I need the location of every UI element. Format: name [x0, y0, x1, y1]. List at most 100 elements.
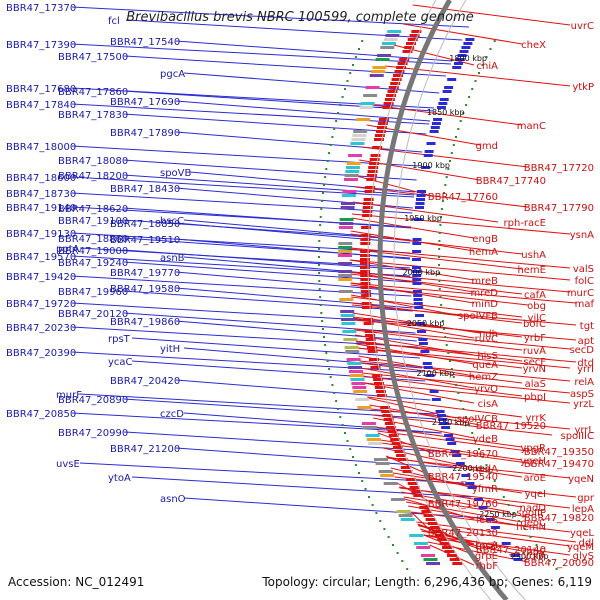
right-gene-label: uvrC [571, 21, 594, 32]
right-gene-label: BBR47_20140 [476, 545, 546, 556]
forward-gene-block [411, 30, 422, 33]
left-connector [175, 238, 411, 260]
tick-dot [443, 328, 445, 330]
forward-gene-block [361, 226, 372, 229]
reverse-gene-block [414, 306, 424, 309]
forward-gene-block [363, 318, 374, 321]
right-gene-label: ydeB [473, 434, 498, 445]
tick-dot [322, 328, 324, 330]
tick-dot [319, 296, 322, 298]
right-gene-label: deoC [520, 518, 546, 529]
forward-gene-block [360, 278, 371, 281]
right-connector [386, 457, 571, 479]
left-gene-label: BBR47_18600 [6, 173, 76, 184]
tick-dot [321, 320, 324, 322]
right-connector [350, 271, 571, 293]
reverse-gene-block [412, 274, 422, 277]
forward-gene-block [390, 438, 401, 441]
forward-gene-block [406, 478, 416, 481]
kbp-tick-label: 2150 kbp [432, 418, 470, 427]
forward-gene-block [372, 374, 383, 377]
reverse-gene-block [412, 278, 422, 281]
tick-dot [457, 128, 460, 130]
left-connector [123, 90, 434, 112]
left-connector [71, 206, 412, 228]
tick-dot [328, 152, 331, 154]
forward-gene-block [391, 78, 402, 81]
left-gene-label: BBR47_17890 [110, 128, 180, 139]
right-gene-label: yrrI [577, 364, 594, 375]
left-gene-label: BBR47_18860 [58, 234, 128, 245]
left-gene-label: fcl [108, 16, 120, 27]
reverse-gene-block [424, 150, 434, 153]
left-gene-label: BBR47_17370 [6, 3, 76, 14]
forward-gene-block [409, 486, 420, 489]
reverse-gene-block [513, 558, 523, 561]
forward-gene-block [425, 518, 436, 521]
tick-dot [335, 400, 338, 402]
forward-gene-block [388, 86, 399, 89]
left-connector [71, 176, 415, 198]
tick-dot [324, 176, 327, 178]
feature-class-block [338, 274, 353, 277]
reverse-gene-block [447, 78, 457, 81]
feature-class-block [359, 106, 374, 109]
reverse-gene-block [431, 122, 441, 125]
feature-class-block [355, 398, 370, 401]
forward-gene-block [360, 282, 371, 285]
feature-class-block [343, 338, 358, 341]
feature-class-block [363, 426, 378, 429]
left-connector [79, 462, 464, 484]
tick-dot [441, 320, 444, 322]
right-gene-label: rhbC [522, 547, 546, 558]
forward-gene-block [375, 390, 386, 393]
right-gene-label: folC [575, 276, 594, 287]
tick-dot [352, 456, 354, 458]
left-gene-label: BBR47_20890 [58, 395, 128, 406]
left-gene-label: murF [56, 390, 82, 401]
tick-dot [444, 184, 447, 186]
forward-gene-block [404, 46, 415, 49]
reverse-gene-block [439, 422, 449, 425]
feature-class-block [353, 130, 368, 133]
tick-dot [481, 64, 484, 66]
forward-gene-block [366, 178, 377, 181]
right-gene-label: dtd [577, 358, 594, 369]
right-connector [427, 541, 529, 563]
forward-gene-block [360, 274, 371, 277]
right-connector [372, 104, 523, 126]
right-gene-label: spoIVCB [457, 414, 498, 425]
tick-dot [387, 536, 390, 538]
tick-dot [438, 240, 441, 242]
kbp-tick-label: 2250 kbp [479, 510, 517, 519]
reverse-gene-block [421, 166, 431, 169]
left-gene-label: BBR47_17500 [58, 52, 128, 63]
left-gene-label: BBR47_19570 [6, 252, 76, 263]
right-gene-label: relA [574, 377, 594, 388]
reverse-gene-block [413, 294, 423, 297]
right-gene-label: BBR47_19350 [524, 447, 594, 458]
reverse-gene-block [412, 290, 422, 293]
tick-dot [318, 288, 321, 290]
right-gene-label: lepA [572, 504, 594, 515]
tick-dot [457, 392, 460, 394]
right-gene-label: rpsU [475, 541, 498, 552]
reverse-gene-block [429, 130, 439, 133]
tick-dot [489, 472, 492, 474]
feature-class-block [377, 54, 392, 57]
forward-gene-block [386, 94, 397, 97]
right-connector [399, 487, 571, 509]
tick-dot [478, 448, 480, 450]
reverse-gene-block [412, 266, 421, 269]
right-connector [350, 247, 571, 269]
tick-dot [438, 280, 441, 282]
tick-dot [459, 120, 462, 122]
right-gene-label: yjlC [528, 313, 546, 324]
right-gene-label: BBR47_19520 [476, 421, 546, 432]
tick-dot [318, 280, 321, 282]
tick-dot [337, 112, 340, 114]
right-gene-label: mreB [471, 276, 498, 287]
right-gene-label: chiA [477, 61, 499, 72]
tick-dot [438, 256, 440, 258]
right-gene-label: BBR47_19760 [428, 499, 498, 510]
